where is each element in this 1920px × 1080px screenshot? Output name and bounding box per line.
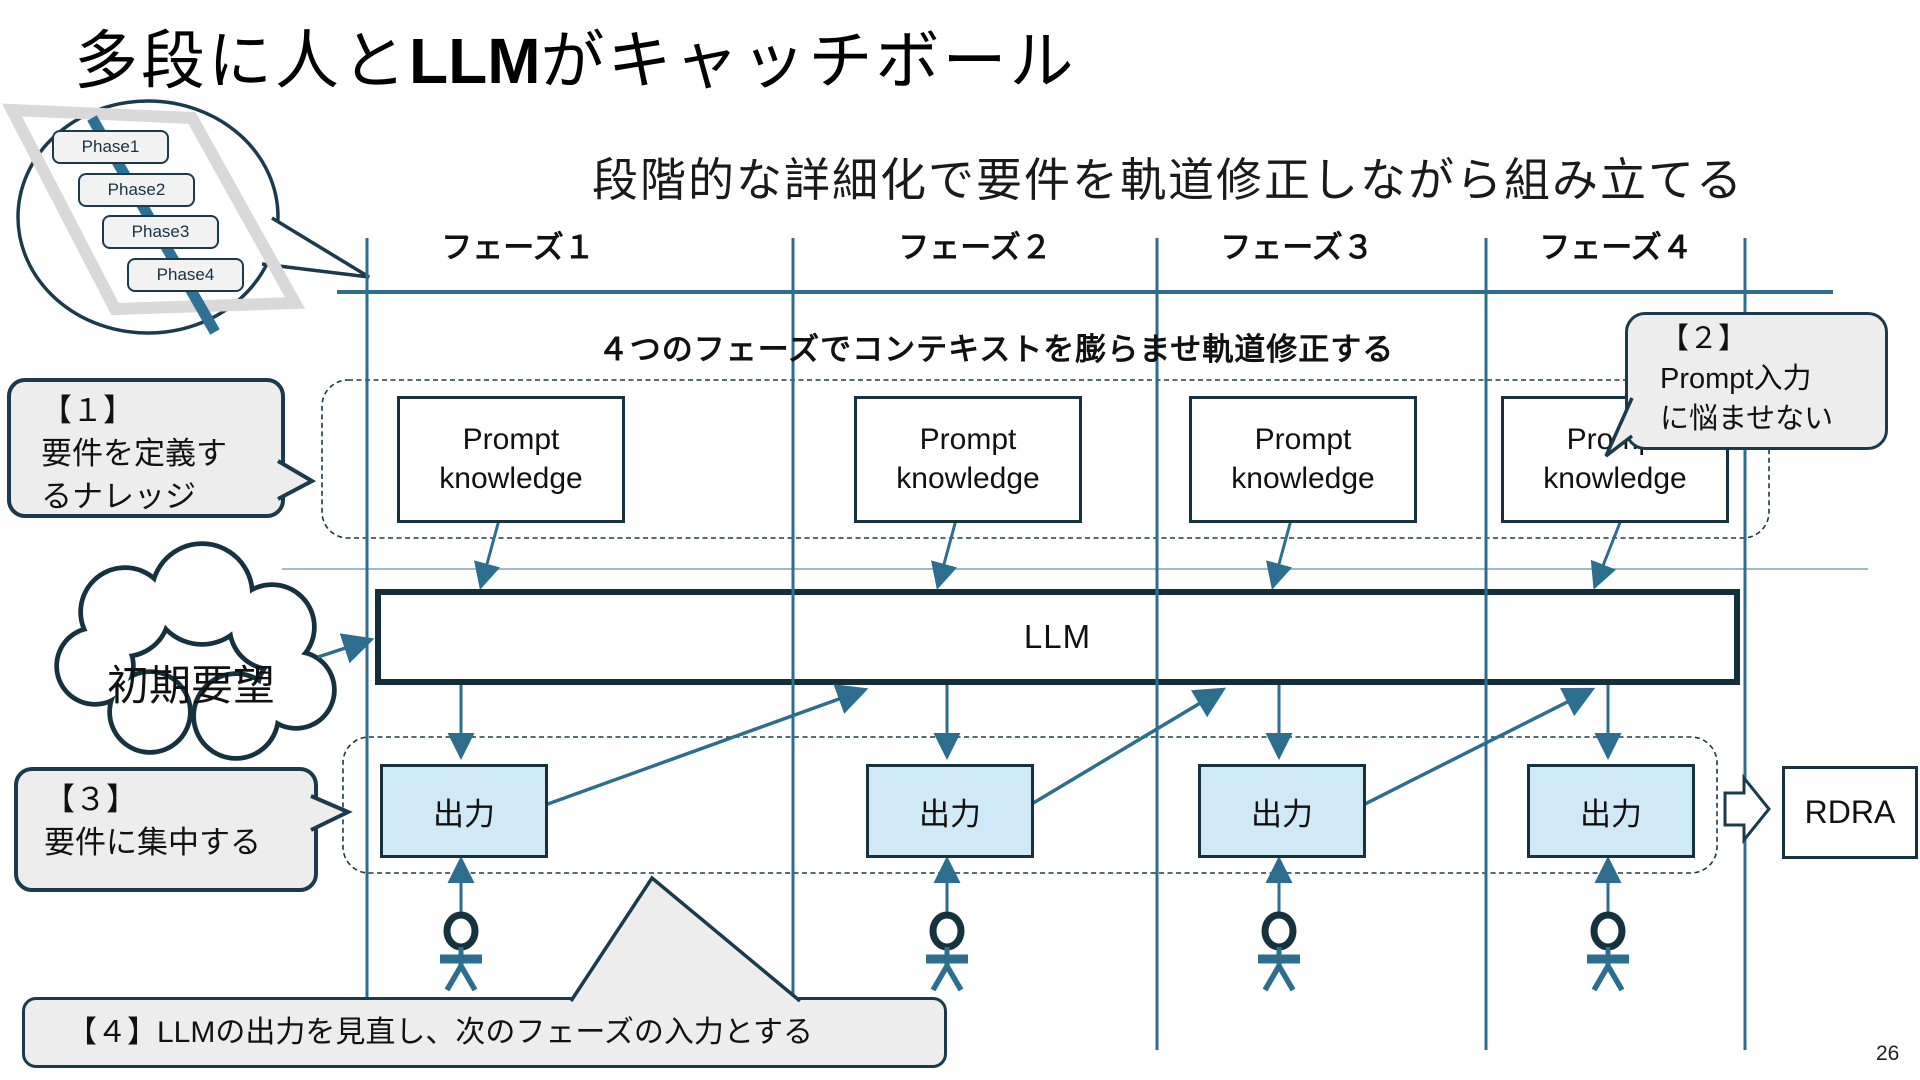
callout-2: 【２】 Prompt入力 に悩ませない xyxy=(1625,312,1888,450)
phase-header-3: フェーズ３ xyxy=(1220,230,1374,265)
actor-3 xyxy=(1258,855,1300,992)
rdra-box: RDRA xyxy=(1782,766,1918,859)
page-title-llm: LLM xyxy=(409,25,541,97)
phases-bubble-tail xyxy=(261,216,370,279)
initial-request-cloud-fill xyxy=(59,546,332,756)
mini-phase-1: Phase1 xyxy=(52,130,169,164)
callout-1: 【１】 要件を定義す るナレッジ xyxy=(7,378,285,518)
phase-header-4: フェーズ４ xyxy=(1539,230,1693,265)
arrow-knowledge2-llm xyxy=(931,519,958,590)
actor-4 xyxy=(1587,855,1629,992)
subtitle: 段階的な詳細化で要件を軌道修正しながら組み立てる xyxy=(592,154,1744,206)
page-title: 多段に人とLLMがキャッチボール xyxy=(74,10,1077,102)
actor-figures xyxy=(440,855,1629,992)
arrow-cloud-llm xyxy=(317,633,375,664)
block-arrow-rdra xyxy=(1723,773,1771,845)
page-number: 26 xyxy=(1876,1042,1900,1065)
phase-header-2: フェーズ２ xyxy=(898,230,1052,265)
actor-2 xyxy=(926,855,968,992)
actor-1 xyxy=(440,855,482,992)
mini-phase-4: Phase4 xyxy=(127,258,244,292)
phase-header-1: フェーズ１ xyxy=(441,230,595,265)
output-box-4: 出力 xyxy=(1527,764,1695,858)
knowledge-box-1: Prompt knowledge xyxy=(397,396,625,523)
knowledge-box-2: Prompt knowledge xyxy=(854,396,1082,523)
initial-request-label: 初期要望 xyxy=(106,662,275,709)
mini-phase-3: Phase3 xyxy=(102,215,219,249)
arrow-knowledge3-llm xyxy=(1266,519,1293,590)
callout-4-pointer xyxy=(569,875,802,1003)
output-box-1: 出力 xyxy=(380,764,548,858)
page-title-pre: 多段に人と xyxy=(74,25,409,97)
callout-4: 【４】LLMの出力を見直し、次のフェーズの入力とする xyxy=(22,997,947,1068)
page-title-post: がキャッチボール xyxy=(540,25,1077,97)
knowledge-box-3: Prompt knowledge xyxy=(1189,396,1417,523)
arrow-knowledge4-llm xyxy=(1590,519,1623,590)
arrow-knowledge1-llm xyxy=(474,519,501,590)
output-box-3: 出力 xyxy=(1198,764,1366,858)
band-note: ４つのフェーズでコンテキストを膨らませ軌道修正する xyxy=(597,332,1395,367)
arrow-output2-llm-next xyxy=(1029,687,1227,807)
output-box-2: 出力 xyxy=(866,764,1034,858)
callout-3: 【３】 要件に集中する xyxy=(14,767,318,892)
llm-bar-label: LLM xyxy=(1023,618,1092,655)
initial-request-cloud xyxy=(54,541,337,761)
mini-phase-2: Phase2 xyxy=(78,173,195,207)
arrow-output1-llm-next xyxy=(544,684,869,807)
